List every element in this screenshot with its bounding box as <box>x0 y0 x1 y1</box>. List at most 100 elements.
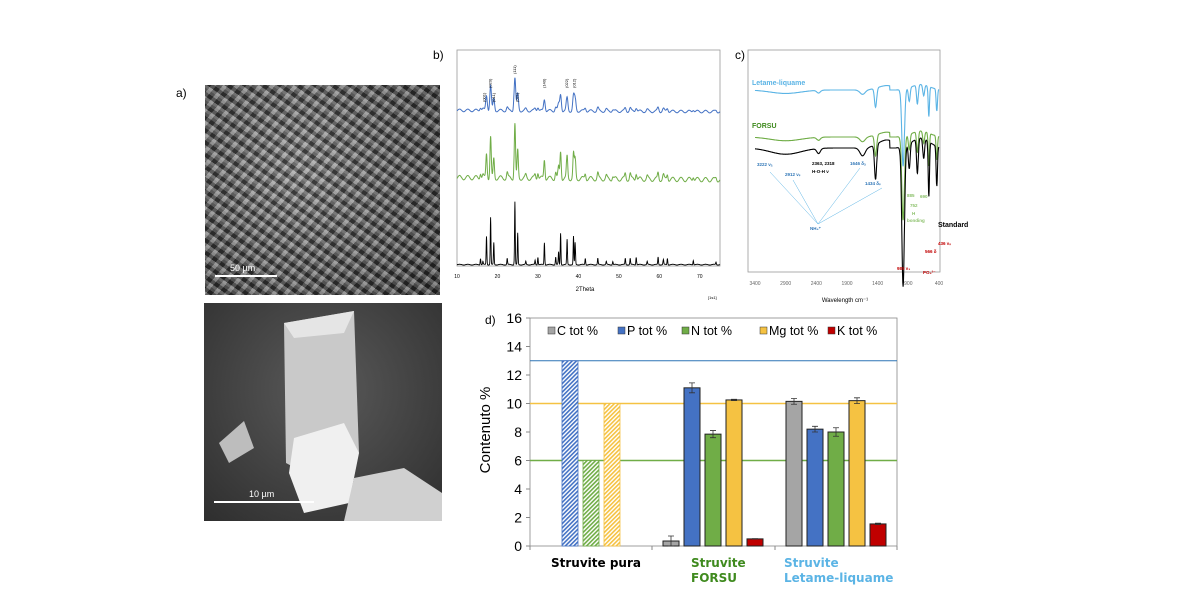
bar-n <box>582 460 600 547</box>
panel-d-label: d) <box>485 313 496 327</box>
annotation-hoh2: H-O-H ν <box>812 169 829 174</box>
ftir-chart: 3400 2900 2400 1900 1400 900 400 Letame-liquame… <box>747 49 968 304</box>
bar-p <box>683 387 701 547</box>
bar-p <box>806 428 824 547</box>
x-tick-label: 2400 <box>811 281 822 287</box>
error-bar <box>791 398 797 405</box>
category-label-line: Letame-liquame <box>784 571 894 585</box>
y-axis-label: Contenuto % <box>477 387 494 474</box>
annotation-a885: 885 <box>907 193 915 198</box>
annotation-a690: 690 <box>920 194 928 199</box>
annotation-a2912: 2912 νₛ <box>785 172 801 177</box>
annotation-a1646: 1646 δₐ <box>850 161 866 166</box>
xrd-trace <box>456 201 721 266</box>
bar-k <box>869 523 887 547</box>
series-label: Standard <box>938 222 968 229</box>
x-tick-label: 1900 <box>841 281 852 287</box>
legend-swatch <box>617 326 626 335</box>
y-tick-label: 10 <box>506 396 522 412</box>
legend-label: K tot % <box>837 324 877 338</box>
plot-frame <box>747 49 941 273</box>
error-bar <box>710 430 716 439</box>
x-tick-label: 50 <box>616 274 622 280</box>
x-tick-label: 400 <box>935 281 944 287</box>
peak-label: (012) <box>571 78 576 88</box>
series-label: Letame-liquame <box>752 80 805 87</box>
legend-swatch <box>547 326 556 335</box>
ftir-trace-2 <box>755 137 940 287</box>
x-tick-label: 1400 <box>872 281 883 287</box>
error-bar <box>812 425 818 433</box>
category-label: Struvite pura <box>551 556 641 571</box>
y-tick-label: 12 <box>506 367 522 383</box>
bar-k <box>746 538 764 547</box>
peak-label: (011) <box>491 92 496 102</box>
scale-label: 50 µm <box>230 263 256 273</box>
plot-frame <box>456 49 721 267</box>
peak-label: (001) <box>482 92 487 102</box>
legend-label: C tot % <box>557 324 598 338</box>
legend-swatch <box>827 326 836 335</box>
x-tick-label: 900 <box>904 281 913 287</box>
x-axis-label: Wavelength cm⁻¹ <box>822 298 868 304</box>
bar-c <box>785 400 803 547</box>
x-tick-label: 70 <box>697 274 703 280</box>
x-tick-label: 40 <box>576 274 582 280</box>
annotation-a436: 436 νₛ <box>938 241 951 246</box>
leader-line <box>817 167 861 225</box>
x-tick-label: 2900 <box>780 281 791 287</box>
ftir-trace-1 <box>755 130 940 221</box>
annotation-a1434: 1434 δₛ <box>865 181 881 186</box>
bar-mg <box>725 399 743 547</box>
legend-swatch <box>759 326 768 335</box>
peak-label: (021) <box>515 92 520 102</box>
xrd-chart: 10 20 30 40 50 60 70 (001)(020) (011) (111) (021) (… <box>454 49 721 300</box>
legend-label: N tot % <box>691 324 732 338</box>
series-label: FORSU <box>752 123 777 130</box>
y-tick-label: 8 <box>514 424 522 440</box>
annotation-hoh1: 2363, 2318 <box>812 161 835 166</box>
annotation-nh4: NH₄⁺ <box>810 226 822 231</box>
xrd-trace <box>456 123 721 183</box>
error-bar <box>833 427 839 437</box>
annotation-a985: 985 ν₃ <box>897 266 910 271</box>
annotation-hb1: H <box>912 211 915 216</box>
y-tick-label: 16 <box>506 310 522 326</box>
leader-line <box>769 171 819 225</box>
x-tick-label: 20 <box>495 274 501 280</box>
bar-p <box>561 360 579 547</box>
annotation-hb2: bonding <box>907 218 925 223</box>
legend-label: Mg tot % <box>769 324 818 338</box>
annotation-a3222: 3222 νₐ <box>757 162 773 167</box>
category-label: Struvite Letame-liquame <box>784 556 893 586</box>
xrd-trace <box>456 77 721 114</box>
error-bar <box>731 398 737 402</box>
category-label-line: Struvite <box>691 556 746 570</box>
panel-c-label: c) <box>735 48 745 62</box>
y-tick-label: 0 <box>514 538 522 554</box>
panel-b-label: b) <box>433 48 444 62</box>
leader-line <box>817 187 883 225</box>
error-bar <box>875 522 881 526</box>
error-bar <box>854 397 860 404</box>
scale-bar <box>215 275 277 277</box>
panel-a-label: a) <box>176 86 187 100</box>
error-bar <box>668 535 674 547</box>
peak-label: (111) <box>512 65 517 74</box>
scale-bar <box>214 501 314 503</box>
sem-image-top: 50 µm <box>205 85 440 295</box>
sem-image-bottom: 10 µm <box>204 303 442 521</box>
y-tick-label: 2 <box>514 510 522 526</box>
scale-label: 10 µm <box>249 489 275 499</box>
crystal-drawing <box>219 311 442 521</box>
error-bar <box>752 538 758 540</box>
ftir-trace-0 <box>754 83 940 167</box>
peak-label: (020) <box>488 78 493 88</box>
y-tick-label: 14 <box>506 339 522 355</box>
legend-label: P tot % <box>627 324 667 338</box>
x-tick-label: 3400 <box>749 281 760 287</box>
leader-line <box>792 179 819 225</box>
annotation-po4: PO₄³⁻ <box>923 270 936 275</box>
category-label: Struvite FORSU <box>691 556 746 586</box>
x-tick-label: 30 <box>535 274 541 280</box>
